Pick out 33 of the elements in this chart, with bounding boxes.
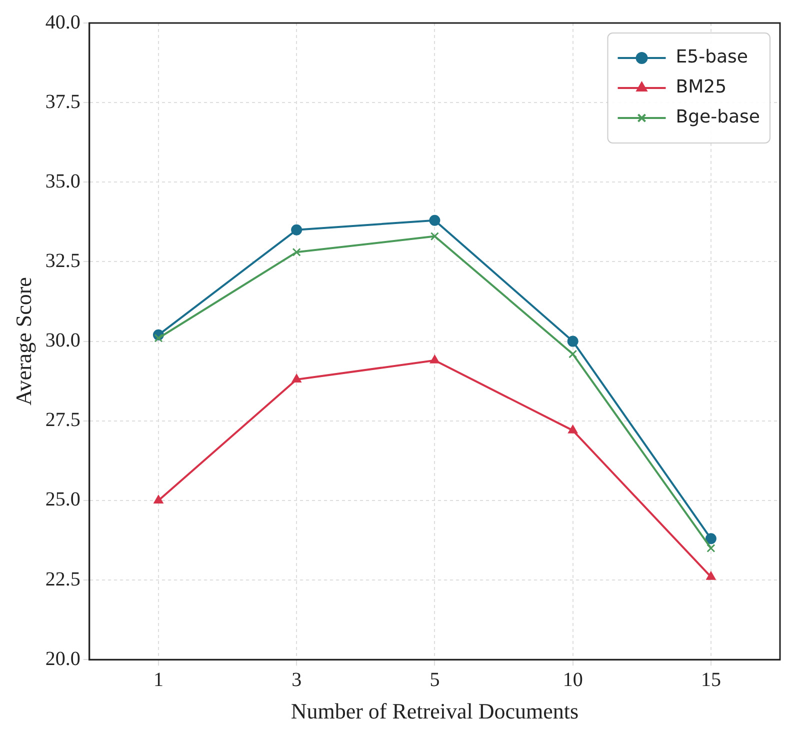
- y-tick-label: 35.0: [45, 170, 80, 192]
- y-axis-title: Average Score: [10, 277, 36, 406]
- y-tick-label: 20.0: [45, 648, 80, 670]
- y-tick-label: 32.5: [45, 250, 80, 272]
- point: [291, 224, 302, 236]
- legend-label: Bge-base: [676, 106, 760, 128]
- x-tick-label: 15: [700, 668, 721, 691]
- point: [706, 571, 716, 580]
- y-tick-label: 40.0: [45, 11, 80, 34]
- point: [292, 248, 301, 256]
- point: [705, 533, 716, 544]
- x-tick-label: 3: [292, 668, 302, 691]
- point: [154, 334, 163, 342]
- point: [430, 232, 439, 241]
- point: [154, 494, 164, 504]
- point: [567, 336, 578, 347]
- legend-label: E5-base: [676, 46, 748, 68]
- x-tick-label: 10: [562, 668, 583, 691]
- x-tick-label: 5: [430, 668, 440, 691]
- point: [292, 374, 302, 382]
- y-tick-label: 37.5: [45, 90, 80, 113]
- x-tick-label: 1: [153, 668, 164, 691]
- y-tick-label: 27.5: [45, 409, 80, 432]
- point: [706, 544, 716, 552]
- point: [429, 214, 440, 226]
- point: [568, 350, 578, 358]
- y-tick-label: 25.0: [45, 488, 80, 511]
- point: [568, 424, 578, 434]
- legend-label: BM25: [676, 76, 727, 98]
- point: [430, 354, 440, 364]
- y-tick-label: 30.0: [45, 330, 80, 352]
- x-axis-title: Number of Retreival Documents: [290, 698, 579, 724]
- y-tick-label: 22.5: [45, 568, 80, 590]
